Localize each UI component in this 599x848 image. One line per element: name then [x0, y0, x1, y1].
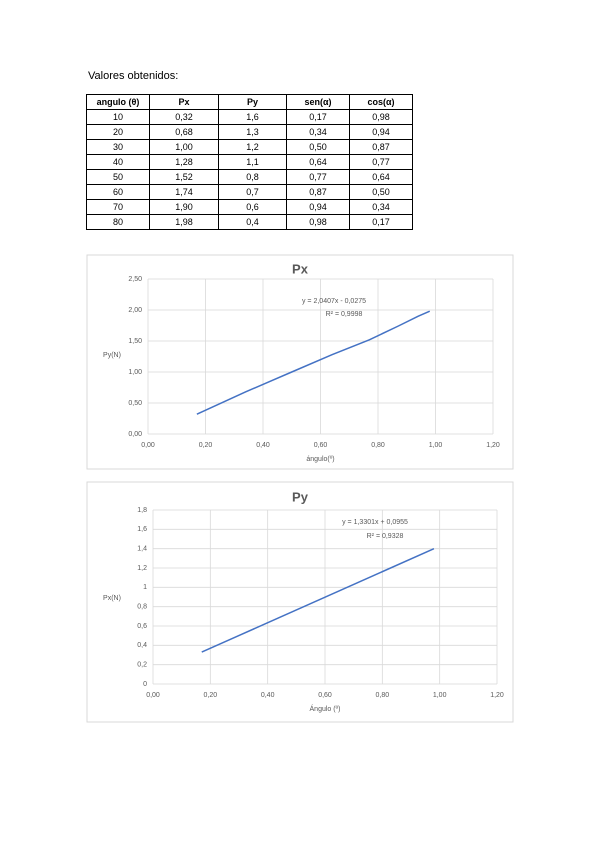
x-axis-label: Ángulo (º): [310, 704, 341, 713]
chart-title: Px: [292, 261, 309, 276]
y-tick-label: 2,50: [128, 276, 142, 283]
x-tick-label: 0,80: [376, 692, 390, 699]
y-axis-label: Py(N): [103, 352, 121, 359]
table-row: 80 1,98 0,4 0,98 0,17: [86, 214, 413, 230]
table-row: 50 1,52 0,8 0,77 0,64: [86, 169, 413, 185]
table-cell: 1,98: [149, 214, 219, 230]
x-tick-label: 0,60: [318, 692, 332, 699]
x-tick-label: 0,00: [146, 692, 160, 699]
trendline-label: R² = 0,9998: [326, 311, 363, 318]
y-tick-label: 0,50: [128, 400, 142, 407]
y-tick-label: 0,2: [137, 662, 147, 669]
y-tick-label: 1,50: [128, 338, 142, 345]
y-tick-label: 1,8: [137, 507, 147, 514]
table-row: 10 0,32 1,6 0,17 0,98: [86, 109, 413, 125]
x-tick-label: 1,20: [490, 692, 504, 699]
table-cell: 80: [86, 214, 150, 230]
table-row: 30 1,00 1,2 0,50 0,87: [86, 139, 413, 155]
x-tick-label: 1,00: [429, 442, 443, 449]
table-row: 60 1,74 0,7 0,87 0,50: [86, 184, 413, 200]
x-axis-label: ángulo(º): [306, 456, 334, 463]
data-line: [201, 547, 435, 653]
x-tick-label: 0,00: [141, 442, 155, 449]
y-tick-label: 0: [143, 681, 147, 688]
table-cell: 0,87: [349, 139, 413, 155]
x-tick-label: 0,40: [261, 692, 275, 699]
y-tick-label: 2,00: [128, 307, 142, 314]
x-tick-label: 0,20: [204, 692, 218, 699]
x-tick-label: 1,20: [486, 442, 500, 449]
trendline-label: R² = 0,9328: [367, 533, 404, 540]
trendline-label: y = 2,0407x - 0,0275: [302, 298, 366, 305]
x-tick-label: 0,60: [314, 442, 328, 449]
trendline-label: y = 1,3301x + 0,0955: [342, 519, 408, 526]
chart-frame: [86, 481, 514, 723]
y-tick-label: 1: [143, 584, 147, 591]
table-cell: 0,17: [349, 214, 413, 230]
y-tick-label: 1,4: [137, 546, 147, 553]
y-tick-label: 0,8: [137, 604, 147, 611]
y-tick-label: 0,4: [137, 642, 147, 649]
x-tick-label: 1,00: [433, 692, 447, 699]
table-row: 20 0,68 1,3 0,34 0,94: [86, 124, 413, 140]
x-tick-label: 0,20: [199, 442, 213, 449]
y-tick-label: 0,00: [128, 431, 142, 438]
y-tick-label: 1,00: [128, 369, 142, 376]
table-cell: 0,98: [286, 214, 350, 230]
y-axis-label: Px(N): [103, 595, 121, 602]
x-tick-label: 0,40: [256, 442, 270, 449]
data-line: [196, 310, 431, 415]
chart-frame: [86, 254, 514, 470]
table-row: 40 1,28 1,1 0,64 0,77: [86, 154, 413, 170]
y-tick-label: 1,6: [137, 526, 147, 533]
chart-title: Py: [292, 489, 309, 504]
data-table: angulo (θ) Px Py sen(α) cos(α) 10 0,32 1,6 0,17 0…: [86, 94, 413, 230]
heading: Valores obtenidos:: [88, 70, 179, 82]
y-tick-label: 0,6: [137, 623, 147, 630]
x-tick-label: 0,80: [371, 442, 385, 449]
y-tick-label: 1,2: [137, 565, 147, 572]
